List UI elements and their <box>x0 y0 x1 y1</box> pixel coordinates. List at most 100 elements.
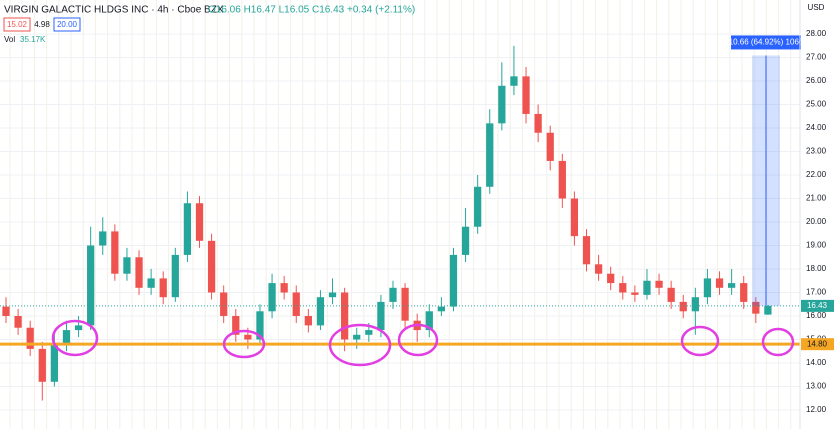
bid-box <box>3 17 31 32</box>
candle-body <box>280 283 288 293</box>
candle-body <box>99 231 107 246</box>
candle-body <box>715 278 724 288</box>
candle-body <box>389 287 397 302</box>
candle-body <box>232 315 240 335</box>
candle-body <box>607 273 615 284</box>
y-tick-label: 18.00 <box>806 264 827 273</box>
plot-area: 10.66 (64.92%) 1066 <box>0 0 804 429</box>
candle-body <box>256 311 264 340</box>
candle-body <box>691 297 699 312</box>
candle-body <box>377 301 385 331</box>
y-tick-label: 25.00 <box>806 100 827 109</box>
y-tick-label: 19.00 <box>806 241 827 250</box>
candle-body <box>353 334 361 340</box>
candle-body <box>135 257 143 288</box>
last-price-box <box>801 299 834 312</box>
y-tick-label: 16.00 <box>806 311 827 320</box>
candle-body <box>50 344 59 382</box>
candle-body <box>474 186 482 227</box>
y-tick-label: 20.00 <box>806 217 827 226</box>
candle-body <box>619 283 627 293</box>
y-tick-label: 27.00 <box>806 53 827 62</box>
candle-body <box>316 297 325 326</box>
candle-body <box>123 257 131 274</box>
candle-body <box>752 301 760 314</box>
candle-body <box>159 278 167 298</box>
support-label: 14.80 <box>807 339 828 348</box>
candle-body <box>62 330 71 345</box>
ask: 20.00 <box>57 20 78 29</box>
candle-body <box>340 292 349 340</box>
candle-body <box>183 203 192 255</box>
spread: 4.98 <box>34 20 50 29</box>
candle-body <box>401 287 409 321</box>
last-price-label: 16.43 <box>807 301 828 310</box>
y-tick-label: 26.00 <box>806 76 827 85</box>
candle-body <box>365 330 373 335</box>
highlight-circle <box>761 327 795 357</box>
candle-body <box>667 287 675 302</box>
support-box <box>801 338 834 351</box>
candle-body <box>2 306 10 316</box>
candle-body <box>328 292 337 298</box>
candle-body <box>425 311 433 331</box>
candle-body <box>147 278 155 288</box>
y-tick-label: 22.00 <box>806 170 827 179</box>
candle-body <box>631 292 639 295</box>
candle-body <box>111 231 119 274</box>
candle-body <box>74 325 83 331</box>
price-axis: 12.0013.0014.0015.0016.0017.0018.0019.00… <box>801 29 834 414</box>
candle-body <box>534 113 542 133</box>
candle-body <box>510 76 518 86</box>
measure-label: 10.66 (64.92%) 1066 <box>729 38 804 47</box>
candle-body <box>87 245 95 326</box>
candle-body <box>727 283 736 288</box>
highlight-circle <box>680 325 720 357</box>
candle-body <box>220 292 228 316</box>
y-tick-label: 21.00 <box>806 194 827 203</box>
highlight-circle <box>397 323 439 357</box>
volume-value: 35.17K <box>20 35 46 44</box>
bid: 15.02 <box>7 20 28 29</box>
volume-label: Vol <box>4 35 15 44</box>
candle-body <box>498 85 506 124</box>
y-tick-label: 17.00 <box>806 288 827 297</box>
y-tick-label: 24.00 <box>806 123 827 132</box>
candle-body <box>655 280 663 288</box>
candle-body <box>522 76 530 114</box>
measure-label-box <box>731 35 801 50</box>
candle-body <box>558 160 566 199</box>
annotations <box>51 319 795 367</box>
chart-title: VIRGIN GALACTIC HLDGS INC · 4h · Cboe BZ… <box>4 5 224 16</box>
candle-body <box>740 283 748 302</box>
candle-body <box>449 254 458 307</box>
ohlc-legend: O16.06 H16.47 L16.05 C16.43 +0.34 (+2.11… <box>208 5 415 16</box>
candle-body <box>546 132 554 161</box>
y-tick-label: 12.00 <box>806 405 827 414</box>
candle-body <box>38 348 46 382</box>
candle-body <box>764 305 772 315</box>
y-tick-label: 13.00 <box>806 382 827 391</box>
candle-body <box>582 236 591 265</box>
candle-body <box>244 334 252 340</box>
candle-body <box>703 278 712 298</box>
candle-body <box>486 123 494 187</box>
highlight-circle <box>328 323 392 367</box>
currency: USD <box>808 3 825 12</box>
candle-body <box>679 301 687 312</box>
candle-body <box>14 315 22 328</box>
highlight-circle <box>222 329 266 359</box>
candle-body <box>643 280 651 295</box>
candle-body <box>171 254 179 298</box>
candle-body <box>292 292 300 316</box>
y-tick-label: 28.00 <box>806 29 827 38</box>
y-tick-label: 23.00 <box>806 147 827 156</box>
candle-body <box>268 283 276 312</box>
candle-body <box>437 306 446 312</box>
ask-box <box>53 17 81 32</box>
candle-body <box>304 315 312 326</box>
candle-body <box>461 226 470 255</box>
